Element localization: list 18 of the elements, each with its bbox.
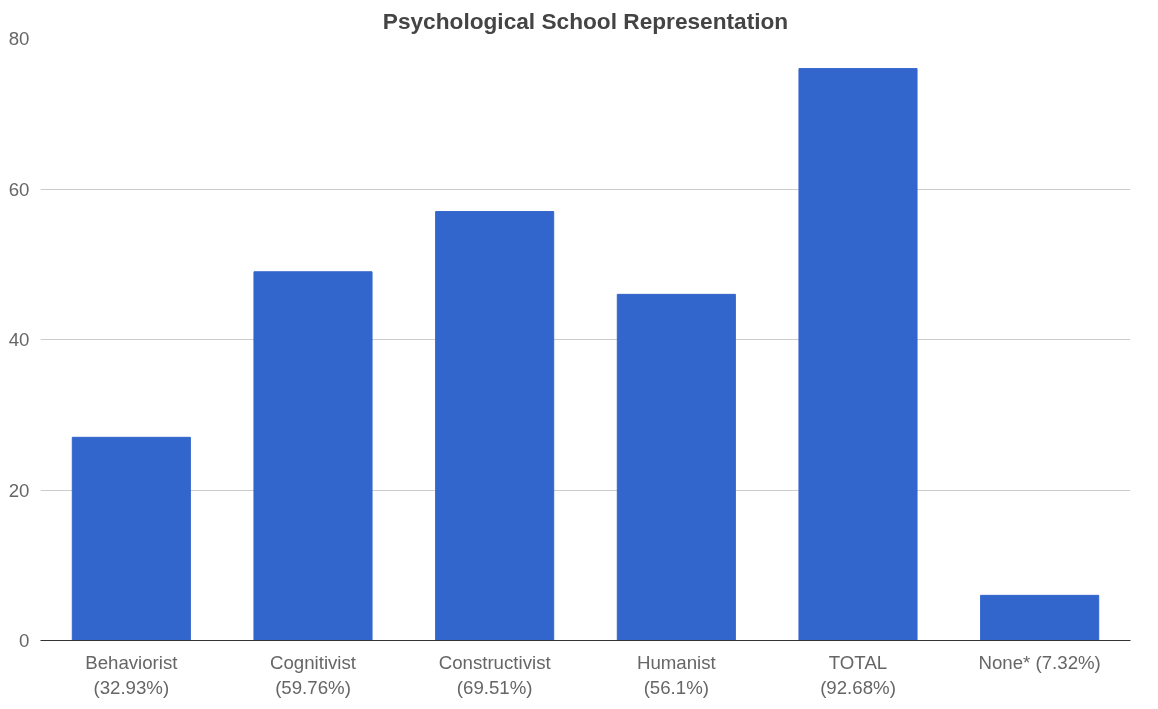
bar — [71, 436, 191, 641]
y-tick-label: 20 — [8, 479, 30, 501]
x-tick-label: Cognitivist (59.76%) — [269, 651, 357, 698]
bar — [616, 293, 736, 641]
x-tick-label: None* (7.32%) — [978, 651, 1101, 673]
bar — [980, 594, 1100, 641]
y-tick-label: 80 — [8, 28, 30, 49]
y-tick-label: 0 — [19, 630, 30, 651]
bar — [798, 68, 918, 641]
x-tick-label: Behaviorist (32.93%) — [85, 651, 179, 698]
chart-title: Psychological School Representation — [382, 7, 789, 34]
x-tick-label: Humanist (56.1%) — [636, 651, 717, 698]
y-tick-label: 40 — [8, 329, 30, 350]
bar — [253, 271, 373, 641]
x-tick-label: TOTAL (92.68%) — [820, 651, 896, 698]
y-tick-label: 60 — [8, 178, 30, 200]
bar — [435, 211, 555, 641]
x-tick-label: Constructivist (69.51%) — [438, 651, 552, 698]
